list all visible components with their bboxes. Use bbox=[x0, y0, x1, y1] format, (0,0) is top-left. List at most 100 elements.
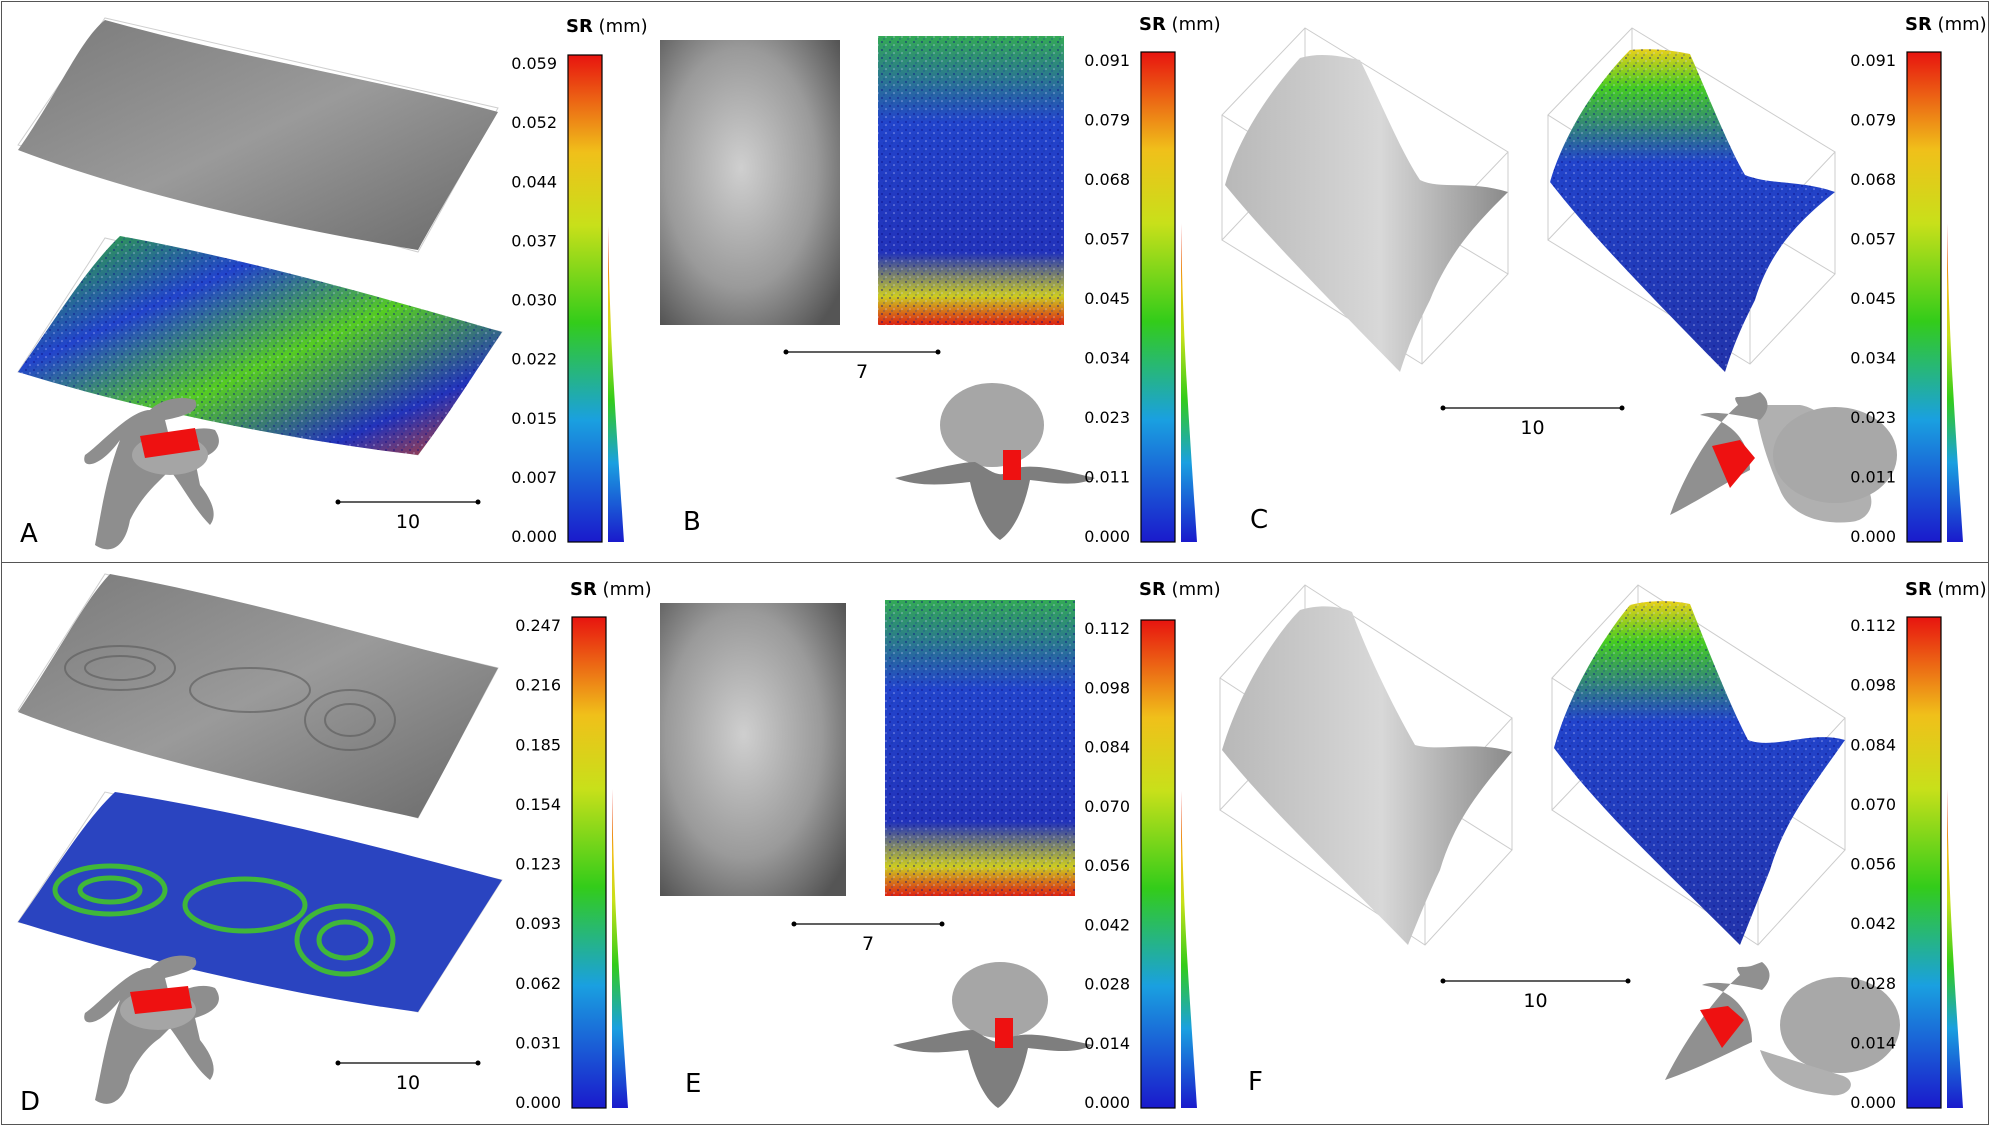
colorbar-title-symbol: SR bbox=[1139, 579, 1166, 600]
colorbar-tick-label: 0.042 bbox=[1850, 914, 1896, 933]
colorbar-title-symbol: SR bbox=[1139, 14, 1166, 35]
colorbar-tick-label: 0.014 bbox=[1850, 1033, 1896, 1052]
histogram-strip bbox=[1181, 790, 1197, 1108]
colorbar-tick-label: 0.059 bbox=[511, 54, 557, 73]
colorbar-tick-label: 0.084 bbox=[1850, 735, 1896, 754]
colorbar-tick-label: 0.023 bbox=[1084, 408, 1130, 427]
histogram-strip bbox=[612, 788, 628, 1108]
vertebra-thumbnail-e bbox=[893, 962, 1093, 1108]
panel-a bbox=[17, 17, 503, 550]
scale-bar-c: 10 bbox=[1440, 405, 1625, 439]
vertebra-thumbnail-d bbox=[84, 955, 219, 1104]
surface-model-a bbox=[18, 20, 498, 250]
colorbar-gradient bbox=[567, 54, 603, 543]
colorbar-tick-label: 0.007 bbox=[511, 468, 557, 487]
scale-bar-e: 7 bbox=[791, 921, 945, 955]
colorbar-title-unit: (mm) bbox=[1932, 579, 1987, 600]
panel-d bbox=[17, 573, 503, 1104]
surface-model-e bbox=[660, 603, 846, 896]
colorbar-gradient bbox=[1140, 619, 1176, 1109]
colorbar-title-unit: (mm) bbox=[1166, 14, 1221, 35]
colorbar-tick-label: 0.011 bbox=[1084, 468, 1130, 487]
scale-bar-label: 10 bbox=[1520, 417, 1544, 439]
colorbar-f: SR (mm) 0.112 0.098 0.084 0.070 0.056 0.042 0.0… bbox=[1850, 579, 1986, 1112]
colorbar-tick-label: 0.045 bbox=[1084, 289, 1130, 308]
colorbar-tick-label: 0.034 bbox=[1850, 349, 1896, 368]
panel-b bbox=[660, 36, 1095, 540]
surface-model-d bbox=[18, 574, 498, 818]
colorbar-tick-label: 0.000 bbox=[1850, 1093, 1896, 1112]
colorbar-tick-label: 0.062 bbox=[515, 974, 561, 993]
colorbar-tick-label: 0.068 bbox=[1084, 170, 1130, 189]
colorbar-tick-label: 0.042 bbox=[1084, 915, 1130, 934]
colorbar-tick-label: 0.070 bbox=[1850, 795, 1896, 814]
colorbar-title-unit: (mm) bbox=[593, 16, 648, 37]
vertebra-thumbnail-a bbox=[84, 398, 219, 550]
colorbar-tick-label: 0.023 bbox=[1850, 408, 1896, 427]
colorbar-tick-label: 0.079 bbox=[1850, 111, 1896, 130]
colorbar-tick-label: 0.045 bbox=[1850, 289, 1896, 308]
colorbar-tick-label: 0.154 bbox=[515, 795, 561, 814]
vertebra-thumbnail-b bbox=[895, 383, 1095, 540]
colorbar-title-symbol: SR bbox=[1905, 14, 1932, 35]
scale-bar-label: 7 bbox=[862, 933, 874, 955]
colorbar-tick-label: 0.000 bbox=[1084, 527, 1130, 546]
panel-c bbox=[1221, 27, 1897, 523]
scale-bar-f: 10 bbox=[1440, 978, 1631, 1012]
histogram-strip bbox=[608, 225, 624, 542]
colorbar-tick-label: 0.185 bbox=[515, 735, 561, 754]
colorbar-tick-label: 0.037 bbox=[511, 231, 557, 250]
colorbar-gradient bbox=[1906, 51, 1942, 543]
colorbar-tick-label: 0.011 bbox=[1850, 468, 1896, 487]
colorbar-c: SR (mm) 0.091 0.079 0.068 0.057 0.045 0.034 0.0… bbox=[1850, 14, 1986, 546]
colorbar-tick-label: 0.034 bbox=[1084, 349, 1130, 368]
colorbar-tick-label: 0.014 bbox=[1084, 1034, 1130, 1053]
surface-model-f bbox=[1222, 606, 1512, 945]
colorbar-tick-label: 0.030 bbox=[511, 291, 557, 310]
colorbar-tick-label: 0.112 bbox=[1084, 619, 1130, 638]
colorbar-tick-label: 0.031 bbox=[515, 1033, 561, 1052]
panel-label-e: E bbox=[685, 1069, 701, 1099]
scale-bar-d: 10 bbox=[335, 1060, 481, 1094]
colorbar-tick-label: 0.091 bbox=[1084, 51, 1130, 70]
colorbar-tick-label: 0.056 bbox=[1850, 855, 1896, 874]
colorbar-tick-label: 0.000 bbox=[1084, 1093, 1130, 1112]
scale-bar-label: 10 bbox=[396, 1072, 420, 1094]
colorbar-tick-label: 0.000 bbox=[1850, 527, 1896, 546]
histogram-strip bbox=[1181, 223, 1197, 542]
colorbar-title: SR (mm) bbox=[1139, 14, 1221, 35]
colorbar-title: SR (mm) bbox=[566, 16, 648, 37]
colorbar-tick-label: 0.091 bbox=[1850, 51, 1896, 70]
colorbar-title-unit: (mm) bbox=[597, 579, 652, 600]
surface-model-c bbox=[1225, 54, 1508, 372]
colorbar-tick-label: 0.093 bbox=[515, 914, 561, 933]
colorbar-tick-label: 0.057 bbox=[1084, 230, 1130, 249]
colorbar-tick-label: 0.123 bbox=[515, 855, 561, 874]
colorbar-b: SR (mm) 0.091 0.079 0.068 0.057 0.045 0.034 0.0… bbox=[1084, 14, 1220, 546]
colorbar-tick-label: 0.015 bbox=[511, 409, 557, 428]
colorbar-tick-label: 0.000 bbox=[511, 527, 557, 546]
scale-bar-label: 7 bbox=[856, 361, 868, 383]
colorbar-tick-label: 0.079 bbox=[1084, 111, 1130, 130]
panel-f bbox=[1219, 584, 1900, 1096]
colorbar-tick-label: 0.070 bbox=[1084, 797, 1130, 816]
panel-labels: A B C D E F bbox=[20, 505, 1268, 1117]
colorbar-title: SR (mm) bbox=[1139, 579, 1221, 600]
scale-bar-b: 7 bbox=[783, 349, 941, 383]
colorbar-tick-label: 0.057 bbox=[1850, 230, 1896, 249]
colorbar-gradient bbox=[571, 616, 607, 1109]
colorbar-title-unit: (mm) bbox=[1932, 14, 1987, 35]
colorbar-tick-label: 0.052 bbox=[511, 113, 557, 132]
scale-bars: 10 7 10 10 7 10 bbox=[335, 349, 1631, 1094]
colorbar-title: SR (mm) bbox=[1905, 14, 1987, 35]
colorbar-title: SR (mm) bbox=[1905, 579, 1987, 600]
colorbar-tick-label: 0.216 bbox=[515, 676, 561, 695]
panel-label-f: F bbox=[1248, 1067, 1263, 1097]
colorbar-tick-label: 0.044 bbox=[511, 172, 557, 191]
colorbar-tick-label: 0.068 bbox=[1850, 170, 1896, 189]
colorbar-tick-label: 0.022 bbox=[511, 350, 557, 369]
scale-bar-a: 10 bbox=[335, 499, 481, 533]
panel-label-a: A bbox=[20, 519, 38, 549]
colorbars: SR (mm) 0.059 0.052 0.044 0.037 0.030 0.022 0.0… bbox=[511, 14, 1986, 1112]
